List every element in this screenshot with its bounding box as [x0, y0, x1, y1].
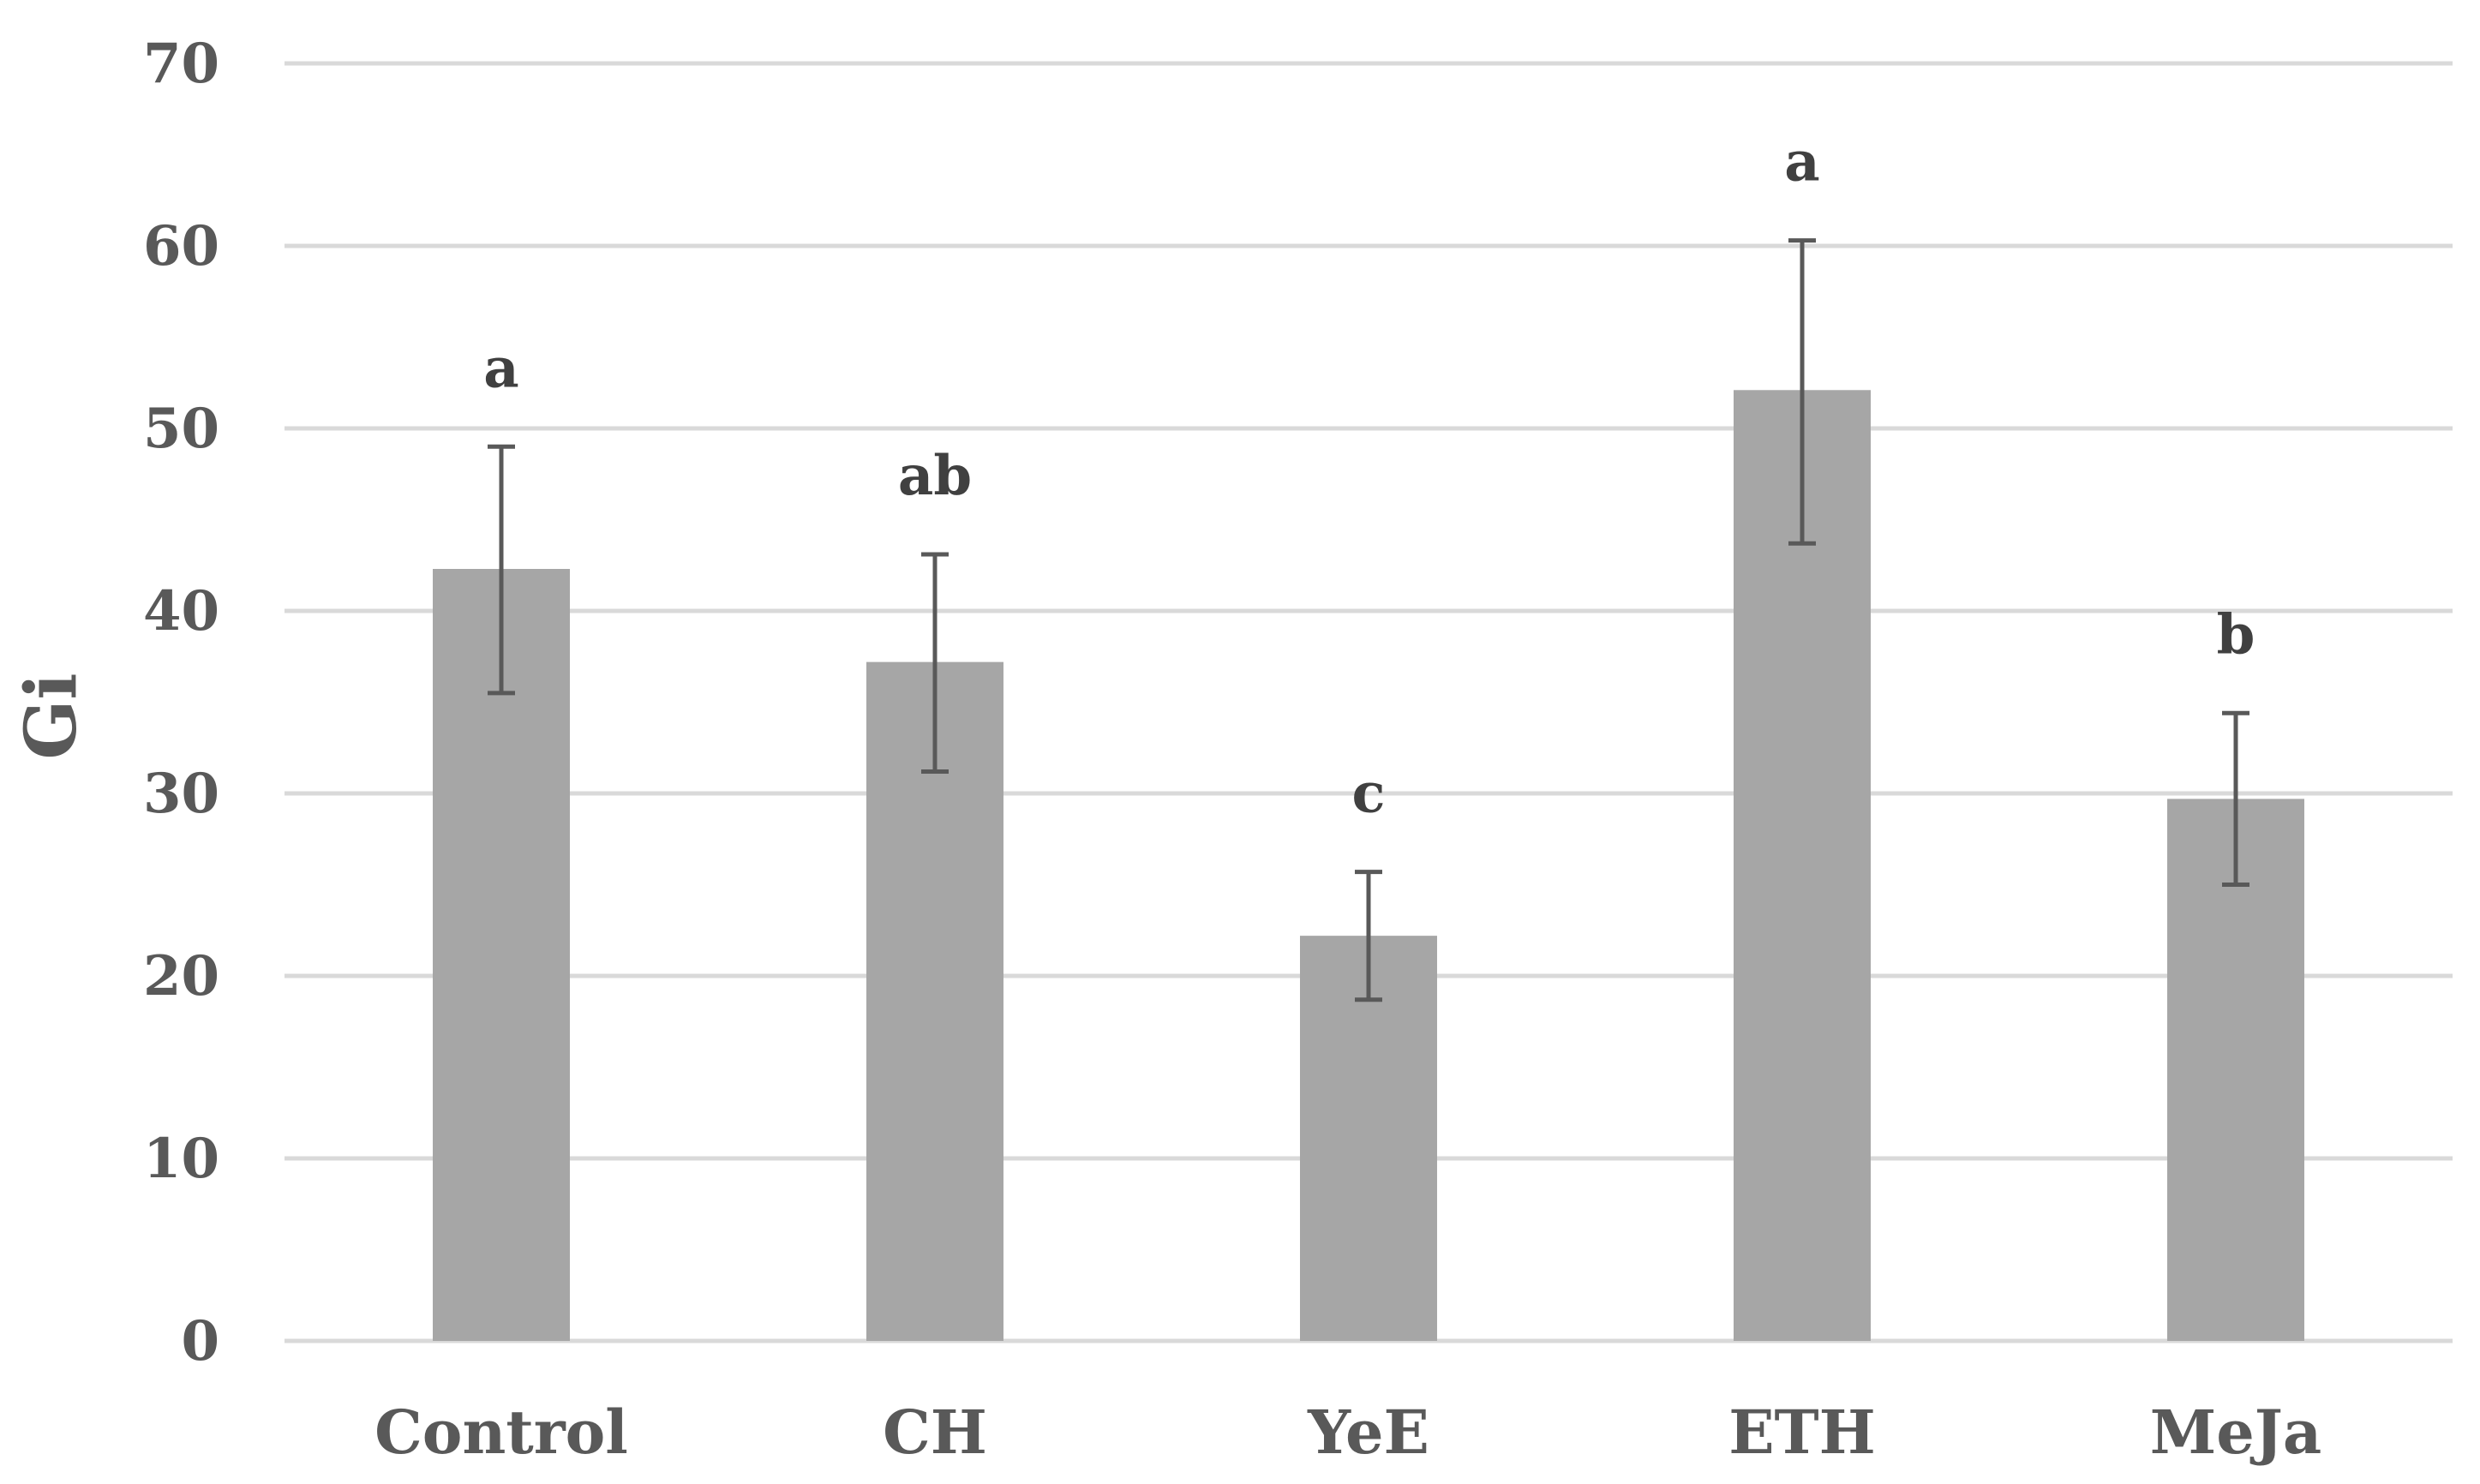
x-axis-ticks: Control CH YeE ETH MeJa [374, 1397, 2321, 1468]
y-tick-label: 40 [143, 579, 219, 643]
bars [433, 390, 2304, 1341]
y-tick-label: 60 [143, 214, 219, 278]
y-tick-label: 0 [181, 1309, 219, 1373]
significance-letter: b [2217, 602, 2255, 667]
bar-yee [1300, 936, 1437, 1341]
error-bar-ch [921, 552, 949, 774]
error-bar-control [488, 444, 515, 696]
significance-letter: c [1352, 762, 1386, 826]
y-tick-label: 50 [143, 397, 219, 461]
y-axis-ticks: 0 10 20 30 40 50 60 70 [143, 32, 219, 1373]
bar-ch [866, 661, 1003, 1341]
bar-meja [2167, 799, 2304, 1341]
y-tick-label: 30 [143, 762, 219, 826]
bar-eth [1734, 390, 1871, 1341]
significance-letter: a [1784, 130, 1819, 194]
error-bar-meja [2222, 710, 2249, 887]
significance-letter: ab [898, 444, 972, 508]
y-tick-label: 20 [143, 944, 219, 1008]
bar-control [433, 569, 570, 1341]
x-tick-label: CH [883, 1397, 987, 1468]
significance-letter: a [483, 336, 518, 400]
x-tick-label: MeJa [2150, 1397, 2322, 1468]
y-tick-label: 10 [143, 1127, 219, 1191]
x-tick-label: ETH [1728, 1397, 1876, 1468]
error-bar-eth [1788, 238, 1816, 546]
y-tick-label: 70 [143, 32, 219, 96]
x-tick-label: Control [374, 1397, 628, 1468]
y-axis-label: Gi [10, 673, 93, 759]
error-bars [488, 238, 2249, 1002]
error-bar-yee [1355, 870, 1382, 1002]
x-tick-label: YeE [1307, 1397, 1429, 1468]
